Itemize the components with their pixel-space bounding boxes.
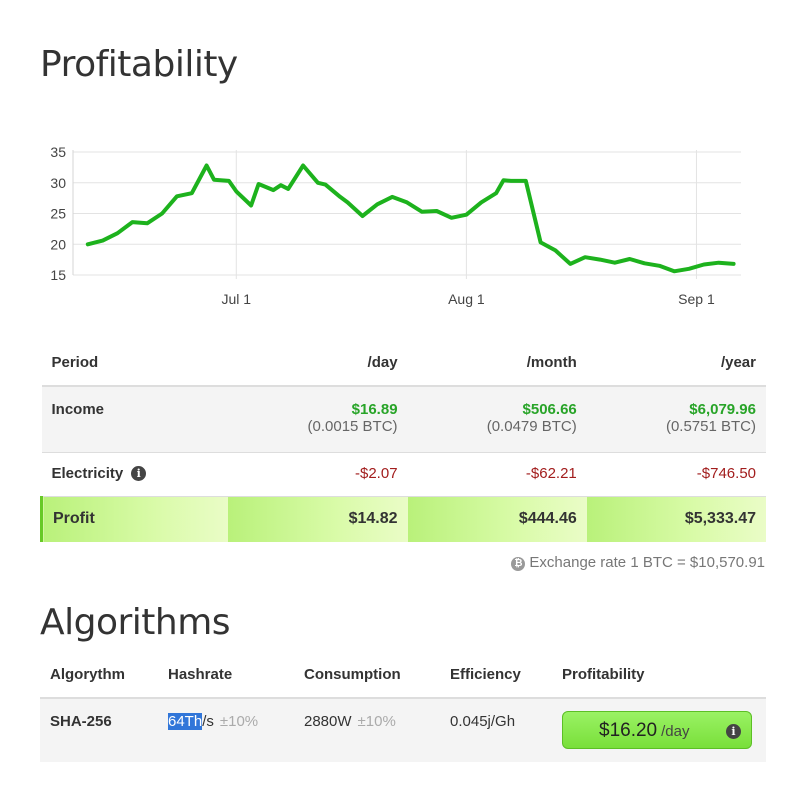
header-profitability: Profitability xyxy=(552,656,766,699)
x-tick-label: Jul 1 xyxy=(221,291,251,307)
header-consumption: Consumption xyxy=(294,656,440,699)
profitability-unit: /day xyxy=(661,723,690,740)
electricity-day: -$2.07 xyxy=(228,452,408,497)
algorithm-name: SHA-256 xyxy=(40,698,158,762)
bitcoin-icon: ₿ xyxy=(511,557,526,571)
profitability-value: $16.20 xyxy=(599,720,658,741)
info-icon[interactable]: i xyxy=(726,724,741,739)
exchange-rate-text: Exchange rate 1 BTC = $10,570.91 xyxy=(529,554,765,571)
algorithms-title: Algorithms xyxy=(40,602,231,643)
y-tick-label: 25 xyxy=(50,206,66,222)
electricity-row: Electricity i -$2.07 -$62.21 -$746.50 xyxy=(41,452,766,497)
profit-row: Profit $14.82 $444.46 $5,333.47 xyxy=(40,496,766,542)
info-icon[interactable]: i xyxy=(131,465,147,481)
hashrate-tolerance: ±10% xyxy=(219,713,259,730)
income-row: Income $16.89 (0.0015 BTC) $506.66 (0.04… xyxy=(41,386,766,453)
y-tick-label: 30 xyxy=(50,175,66,191)
header-algorithm: Algorythm xyxy=(40,656,158,699)
profit-year: $5,333.47 xyxy=(586,496,766,542)
income-year: $6,079.96 xyxy=(689,401,756,418)
hashrate-input[interactable]: 64Th xyxy=(168,713,203,730)
series-line xyxy=(85,163,736,274)
header-month: /month xyxy=(407,342,587,387)
header-day: /day xyxy=(228,342,408,387)
y-tick-label: 35 xyxy=(50,144,66,160)
profitability-chart: 15 20 25 30 35 Jul 1 Aug 1 Sep 1 xyxy=(50,144,741,307)
income-month-btc: (0.0479 BTC) xyxy=(486,418,577,435)
profit-table-header: Period /day /month /year xyxy=(41,342,766,387)
profitability-title: Profitability xyxy=(40,44,238,85)
income-day: $16.89 xyxy=(351,401,398,418)
profit-label: Profit xyxy=(40,496,229,542)
x-tick-label: Sep 1 xyxy=(678,291,715,307)
algorithms-table: Algorythm Hashrate Consumption Efficienc… xyxy=(40,656,766,762)
profit-table: Period /day /month /year Income $16.89 (… xyxy=(40,342,766,542)
consumption-input[interactable]: 2880W xyxy=(304,713,352,730)
y-tick-label: 20 xyxy=(50,236,66,252)
income-label: Income xyxy=(41,386,229,453)
electricity-label: Electricity xyxy=(51,464,124,482)
income-month: $506.66 xyxy=(522,401,577,418)
header-hashrate: Hashrate xyxy=(158,656,294,699)
algorithms-table-header: Algorythm Hashrate Consumption Efficienc… xyxy=(40,656,766,699)
table-row: SHA-256 64Th/s ±10% 2880W ±10% 0.045j/Gh $… xyxy=(40,698,766,762)
exchange-rate: ₿ Exchange rate 1 BTC = $10,570.91 xyxy=(511,554,765,571)
income-day-btc: (0.0015 BTC) xyxy=(307,418,398,435)
income-year-btc: (0.5751 BTC) xyxy=(665,418,756,435)
profit-month: $444.46 xyxy=(407,496,587,542)
hashrate-unit: /s xyxy=(202,713,214,730)
header-efficiency: Efficiency xyxy=(440,656,552,699)
efficiency-value: 0.045j/Gh xyxy=(440,698,552,762)
header-period: Period xyxy=(41,342,229,387)
header-year: /year xyxy=(586,342,766,387)
profitability-badge[interactable]: $16.20/day i xyxy=(562,711,752,749)
y-tick-label: 15 xyxy=(50,267,66,283)
profit-day: $14.82 xyxy=(228,496,408,542)
electricity-month: -$62.21 xyxy=(407,452,587,497)
x-tick-label: Aug 1 xyxy=(448,291,485,307)
electricity-year: -$746.50 xyxy=(586,452,766,497)
consumption-tolerance: ±10% xyxy=(357,713,396,730)
